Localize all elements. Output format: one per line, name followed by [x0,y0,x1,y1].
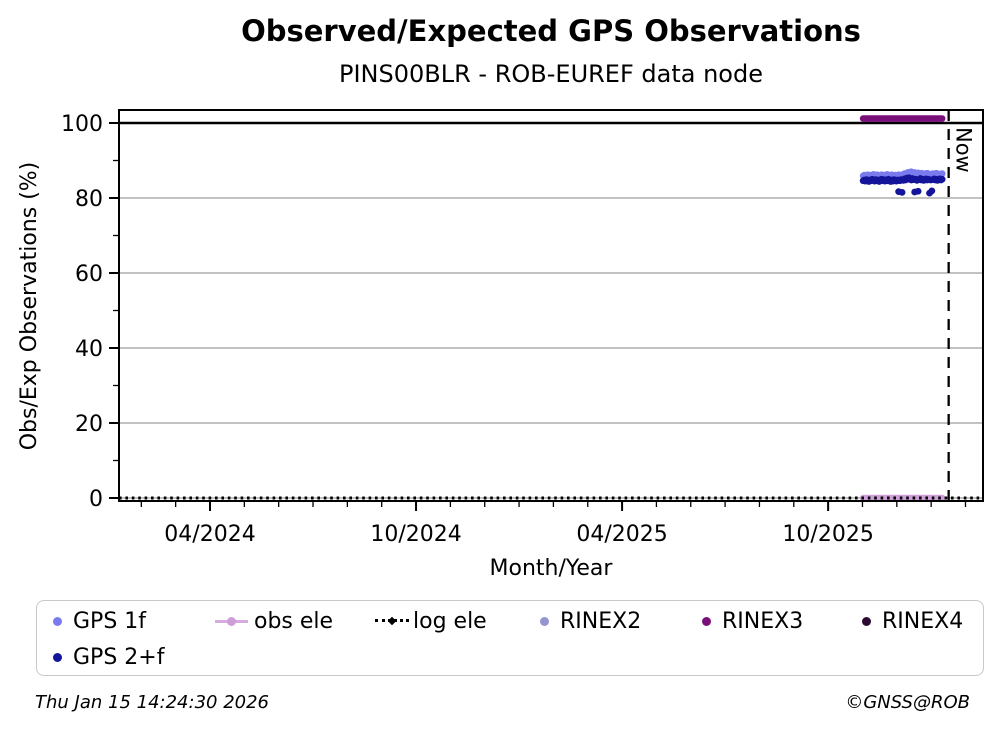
legend-item-rinex3: RINEX3 [702,607,803,635]
log-ele-marker-icon [375,616,409,626]
series-gps-2-f-point [938,175,946,183]
rinex3-marker-icon [702,616,711,626]
series-gps-2-f-point [914,187,922,195]
credit: ©GNSS@ROB [845,692,970,713]
series-rinex3-point [938,115,946,122]
series-gps-2-f-point [898,188,906,196]
y-tick-label: 100 [61,112,103,137]
now-label: Now [952,127,976,173]
y-tick-label: 80 [75,187,103,212]
legend-box: GPS 1f obs ele log ele RINEX2 RINEX3 RIN… [36,600,984,676]
legend-item-gps-1f: GPS 1f [53,607,146,635]
x-axis-label: Month/Year [490,556,614,581]
legend-label: obs ele [254,608,334,634]
rinex4-marker-icon [862,616,871,626]
chart-title: Observed/Expected GPS Observations [241,14,861,48]
legend-item-rinex2: RINEX2 [540,607,641,635]
gps-2f-marker-icon [53,652,62,662]
legend-item-log-ele: log ele [375,607,487,635]
legend-item-rinex4: RINEX4 [862,607,963,635]
legend-label: log ele [413,608,487,634]
legend-item-obs-ele: obs ele [215,607,333,635]
x-tick-label: 04/2025 [576,522,667,547]
obs-ele-marker-icon [215,616,248,626]
gps-1f-marker-icon [53,616,62,626]
plot-frame [118,109,984,502]
x-tick-label: 10/2025 [782,522,873,547]
chart-subtitle: PINS00BLR - ROB-EUREF data node [339,60,763,88]
rinex2-marker-icon [540,616,549,626]
legend-label: RINEX4 [882,608,964,634]
series-gps-2-f-point [928,187,936,195]
y-tick-label: 0 [89,487,103,512]
legend-label: GPS 2+f [73,644,165,670]
legend-label: GPS 1f [73,608,147,634]
timestamp: Thu Jan 15 14:24:30 2026 [35,692,269,713]
x-tick-label: 10/2024 [370,522,461,547]
series-obs-ele-point [938,494,946,502]
legend-item-gps-2f: GPS 2+f [53,643,164,671]
y-tick-label: 40 [75,337,103,362]
y-tick-label: 20 [75,412,103,437]
legend-label: RINEX2 [560,608,642,634]
y-axis-label: Obs/Exp Observations (%) [17,162,42,451]
series-gps-1f-point [938,170,946,178]
y-tick-label: 60 [75,262,103,287]
plot-area: Now 0 20 40 60 80 100 04/2024 10/2024 04/2025 10/2… [17,109,984,581]
legend-label: RINEX3 [722,608,804,634]
x-tick-label: 04/2024 [164,522,255,547]
